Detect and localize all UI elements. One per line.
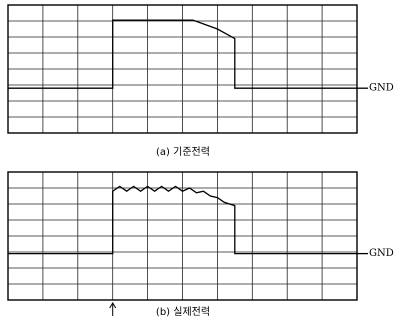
caption: (a) 기준전력	[156, 146, 210, 158]
ground-label: GND	[369, 248, 394, 259]
caption: (b) 실제전력	[156, 306, 210, 318]
figure: GND (a) 기준전력 GND (b) 실제전력	[0, 0, 402, 323]
ground-label: GND	[369, 83, 394, 94]
